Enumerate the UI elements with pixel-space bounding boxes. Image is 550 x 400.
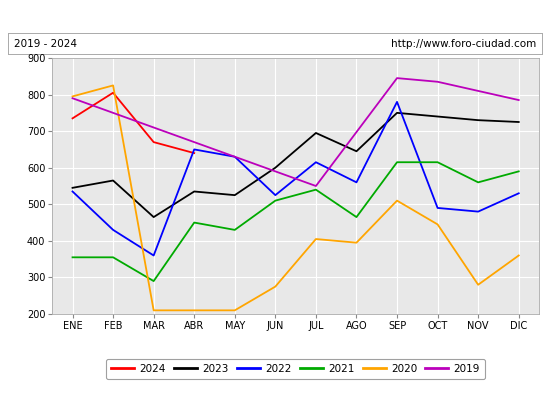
- Legend: 2024, 2023, 2022, 2021, 2020, 2019: 2024, 2023, 2022, 2021, 2020, 2019: [106, 359, 485, 379]
- Text: http://www.foro-ciudad.com: http://www.foro-ciudad.com: [391, 39, 536, 49]
- Text: Evolucion Nº Turistas Nacionales en el municipio de Vilanova del Camí: Evolucion Nº Turistas Nacionales en el m…: [12, 10, 538, 24]
- Text: 2019 - 2024: 2019 - 2024: [14, 39, 76, 49]
